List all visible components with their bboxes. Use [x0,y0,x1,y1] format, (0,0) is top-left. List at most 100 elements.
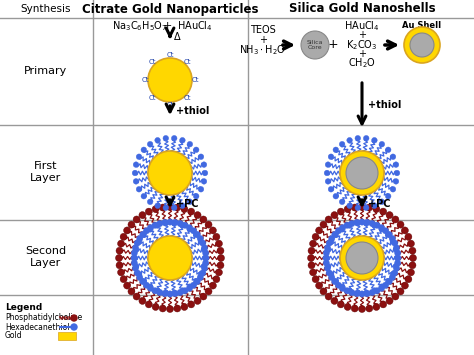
Circle shape [386,278,392,285]
Circle shape [386,297,393,304]
Circle shape [180,288,185,294]
Circle shape [378,285,385,291]
Circle shape [390,186,396,192]
Circle shape [386,231,392,237]
Circle shape [139,297,146,304]
Circle shape [177,220,183,226]
Circle shape [202,255,208,261]
Circle shape [172,290,178,297]
Circle shape [337,301,344,308]
Circle shape [202,260,209,266]
Circle shape [333,147,338,153]
Circle shape [155,137,160,143]
Circle shape [328,274,335,281]
Circle shape [405,233,412,240]
Circle shape [354,290,360,297]
Circle shape [392,270,398,276]
Circle shape [373,206,380,213]
Circle shape [218,255,225,262]
Circle shape [137,274,143,281]
Circle shape [193,278,199,284]
Circle shape [216,240,222,247]
Circle shape [328,154,334,159]
Circle shape [120,233,127,240]
Circle shape [364,205,369,211]
Circle shape [339,224,346,231]
Circle shape [332,231,338,237]
Circle shape [379,199,385,204]
Circle shape [216,269,222,276]
Circle shape [187,284,193,290]
Circle shape [310,269,317,276]
Circle shape [325,293,332,300]
Circle shape [152,304,159,310]
Circle shape [146,301,152,308]
Circle shape [358,203,365,211]
Circle shape [364,136,369,141]
Circle shape [369,289,375,296]
Circle shape [323,250,329,256]
Circle shape [155,203,160,208]
Circle shape [159,305,166,312]
Circle shape [326,240,332,246]
Circle shape [323,260,329,266]
Circle shape [325,247,331,252]
Text: +thiol: +thiol [176,105,210,115]
Text: Synthesis: Synthesis [21,4,71,14]
Circle shape [198,186,204,192]
Circle shape [378,224,385,231]
Text: CH$_2$O: CH$_2$O [348,56,376,70]
Circle shape [344,288,350,294]
Circle shape [148,58,192,102]
Circle shape [172,220,177,226]
Circle shape [148,236,192,280]
Circle shape [351,204,358,211]
Circle shape [163,220,169,226]
Circle shape [201,179,207,184]
Circle shape [390,154,396,159]
Circle shape [409,247,416,254]
Circle shape [180,203,185,208]
Circle shape [155,288,160,294]
Circle shape [193,193,199,199]
Circle shape [132,265,139,271]
Circle shape [344,206,351,213]
Circle shape [408,269,414,276]
Circle shape [210,282,217,289]
Circle shape [385,147,391,153]
Circle shape [394,170,400,176]
Circle shape [146,208,152,215]
Circle shape [389,235,395,242]
Circle shape [308,255,315,262]
Circle shape [152,206,159,213]
Circle shape [308,247,315,254]
Text: TEOS: TEOS [250,25,276,35]
Circle shape [180,137,185,143]
Circle shape [131,250,137,256]
Circle shape [335,282,342,288]
Circle shape [339,226,345,232]
Circle shape [147,224,154,231]
Circle shape [332,278,338,285]
Circle shape [394,250,401,256]
Circle shape [331,212,338,219]
Circle shape [401,227,409,234]
Circle shape [397,221,404,228]
Circle shape [217,247,224,254]
Circle shape [328,186,334,192]
Circle shape [131,255,137,261]
Circle shape [392,293,399,300]
Text: +: + [358,49,366,59]
Circle shape [201,245,208,251]
Circle shape [323,255,329,261]
Circle shape [132,170,138,176]
Circle shape [395,255,401,261]
Circle shape [205,221,212,228]
Circle shape [401,282,409,289]
Circle shape [374,288,380,294]
Circle shape [390,272,396,277]
Circle shape [187,141,193,147]
Circle shape [193,232,199,237]
Text: K$_2$CO$_3$: K$_2$CO$_3$ [346,38,378,52]
Circle shape [172,290,177,296]
